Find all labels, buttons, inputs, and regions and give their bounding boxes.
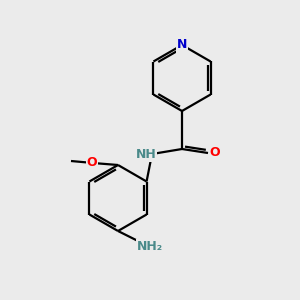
Text: NH: NH [136, 148, 156, 160]
Text: NH₂: NH₂ [137, 239, 163, 253]
Text: O: O [87, 155, 97, 169]
Text: O: O [210, 146, 220, 160]
Text: N: N [177, 38, 187, 52]
